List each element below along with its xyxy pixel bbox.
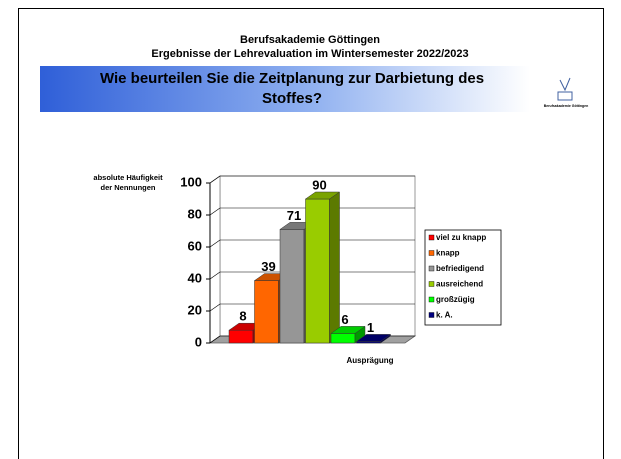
bar bbox=[330, 333, 356, 344]
data-label: 6 bbox=[341, 312, 348, 327]
grid-line bbox=[209, 335, 221, 344]
legend-label: ausreichend bbox=[436, 280, 483, 289]
data-label: 8 bbox=[239, 309, 246, 324]
title-banner bbox=[40, 66, 530, 112]
bar-top bbox=[304, 191, 341, 200]
data-label: 1 bbox=[367, 320, 374, 335]
y-tick-label: 0 bbox=[195, 334, 202, 349]
grid-line bbox=[209, 271, 221, 280]
legend-label: k. A. bbox=[436, 311, 453, 320]
y-tick-label: 80 bbox=[188, 206, 202, 221]
y-tick-label: 100 bbox=[180, 174, 202, 189]
bar bbox=[279, 229, 305, 344]
bar bbox=[228, 329, 254, 344]
y-tick-label: 60 bbox=[188, 238, 202, 253]
bar bbox=[254, 280, 279, 344]
institution: Berufsakademie Göttingen bbox=[240, 34, 380, 46]
legend-label: viel zu knapp bbox=[436, 233, 486, 242]
bar-top bbox=[355, 334, 392, 342]
subtitle: Ergebnisse der Lehrevaluation im Winters… bbox=[151, 48, 468, 60]
bar bbox=[305, 198, 330, 344]
y-tick-label: 20 bbox=[188, 302, 202, 317]
data-label: 90 bbox=[312, 177, 326, 192]
x-axis-label: Ausprägung bbox=[346, 356, 393, 365]
logo-text: Berufsakademie Göttingen bbox=[544, 104, 589, 108]
data-label: 71 bbox=[287, 208, 301, 223]
legend-swatch bbox=[428, 265, 435, 272]
data-label: 39 bbox=[261, 259, 275, 274]
legend-box bbox=[424, 229, 502, 326]
title-line: Stoffes? bbox=[262, 90, 322, 107]
y-axis-label: der Nennungen bbox=[100, 183, 155, 192]
legend-label: großzügig bbox=[436, 295, 475, 304]
bar-side bbox=[329, 191, 340, 344]
legend-swatch bbox=[428, 312, 435, 318]
y-axis-label: absolute Häufigkeit bbox=[93, 173, 163, 182]
legend-label: befriedigend bbox=[436, 264, 484, 273]
legend-swatch bbox=[428, 296, 435, 303]
grid-line bbox=[209, 207, 221, 216]
legend-swatch bbox=[428, 281, 435, 287]
grid-line bbox=[209, 303, 221, 312]
legend-swatch bbox=[428, 250, 435, 256]
y-tick-label: 40 bbox=[188, 270, 202, 285]
bar-top bbox=[330, 326, 366, 334]
side-wall bbox=[209, 175, 221, 344]
title-line: Wie beurteilen Sie die Zeitplanung zur D… bbox=[100, 70, 484, 87]
grid-line bbox=[209, 239, 221, 248]
logo: Berufsakademie Göttingen bbox=[544, 77, 589, 108]
grid-line bbox=[209, 175, 221, 184]
legend-swatch bbox=[428, 234, 435, 241]
legend-label: knapp bbox=[436, 249, 460, 258]
